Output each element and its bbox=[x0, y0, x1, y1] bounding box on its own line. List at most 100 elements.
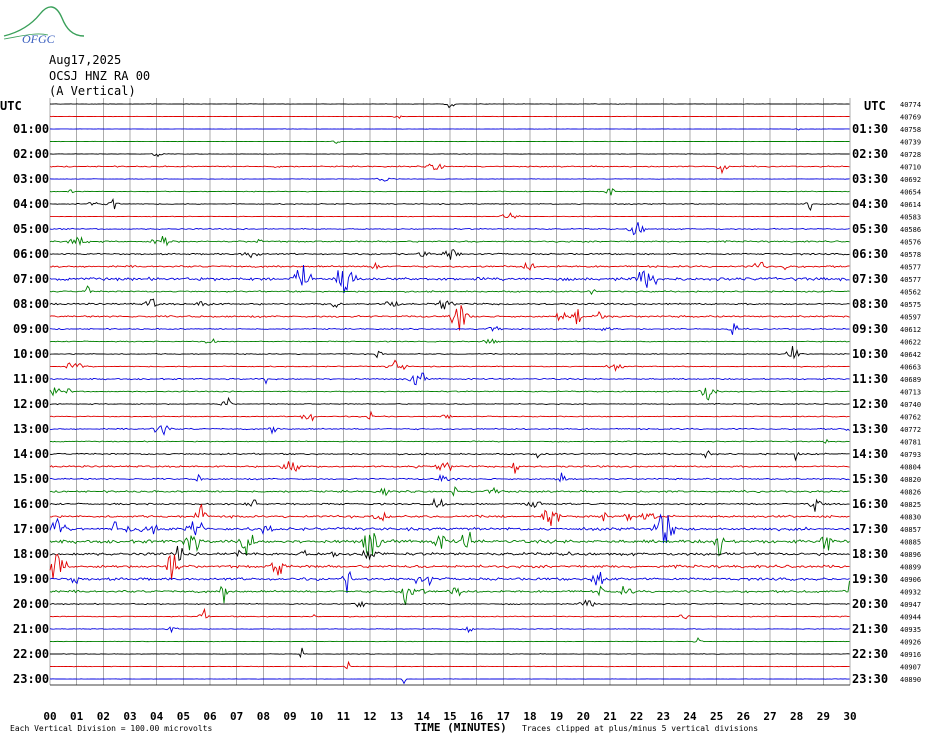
seismic-trace bbox=[49, 678, 850, 685]
seismic-trace bbox=[49, 570, 850, 594]
trace-group bbox=[49, 103, 850, 685]
x-tick-label: 22 bbox=[630, 710, 643, 723]
seismic-trace bbox=[49, 222, 850, 236]
hour-label-left: 07:00 bbox=[13, 272, 49, 286]
trace-offset-label: 40577 bbox=[900, 276, 921, 284]
seismic-trace bbox=[49, 461, 850, 474]
trace-offset-label: 40612 bbox=[900, 326, 921, 334]
trace-offset-label: 40577 bbox=[900, 264, 921, 272]
hour-label-right: 05:30 bbox=[852, 222, 888, 236]
x-tick-label: 09 bbox=[283, 710, 296, 723]
trace-offset-label: 40935 bbox=[900, 626, 921, 634]
hour-label-left: 14:00 bbox=[13, 447, 49, 461]
seismic-trace bbox=[49, 103, 850, 109]
plot-grid bbox=[49, 98, 851, 686]
trace-offset-label: 40769 bbox=[900, 114, 921, 122]
hour-label-right: 03:30 bbox=[852, 172, 888, 186]
seismic-trace bbox=[49, 128, 850, 131]
x-tick-label: 30 bbox=[843, 710, 856, 723]
trace-offset-label: 40885 bbox=[900, 539, 921, 547]
x-tick-label: 16 bbox=[470, 710, 484, 723]
trace-offset-label: 40774 bbox=[900, 101, 921, 109]
hour-label-right: 17:30 bbox=[852, 522, 888, 536]
x-tick-label: 19 bbox=[550, 710, 563, 723]
logo-swoosh-2 bbox=[3, 33, 49, 40]
hour-label-right: 19:30 bbox=[852, 572, 888, 586]
hour-label-left: 15:00 bbox=[13, 472, 49, 486]
seismic-trace bbox=[50, 438, 850, 444]
hour-label-right: 22:30 bbox=[852, 647, 888, 661]
hour-label-left: 04:00 bbox=[13, 197, 49, 211]
seismic-trace bbox=[49, 177, 850, 182]
seismic-trace bbox=[49, 153, 850, 158]
ofgc-logo: OFGC bbox=[3, 6, 85, 44]
trace-offset-label: 40804 bbox=[900, 464, 921, 472]
seismic-trace bbox=[49, 472, 850, 483]
hour-label-right: 14:30 bbox=[852, 447, 888, 461]
seismic-trace bbox=[49, 285, 850, 296]
x-tick-label: 14 bbox=[417, 710, 431, 723]
seismic-trace bbox=[49, 198, 850, 212]
header-date: Aug17,2025 bbox=[49, 53, 122, 67]
trace-offset-label: 40820 bbox=[900, 476, 921, 484]
seismic-trace bbox=[49, 450, 850, 462]
hour-label-left: 23:00 bbox=[13, 672, 49, 686]
x-tick-label: 03 bbox=[123, 710, 136, 723]
seismic-trace bbox=[49, 607, 850, 620]
hour-label-right: 16:30 bbox=[852, 497, 888, 511]
seismic-trace bbox=[50, 647, 850, 659]
trace-offset-label: 40575 bbox=[900, 301, 921, 309]
trace-offset-label: 40583 bbox=[900, 214, 921, 222]
trace-offset-label: 40597 bbox=[900, 314, 921, 322]
footer-xlabel: TIME (MINUTES) bbox=[414, 721, 507, 734]
utc-right-label: UTC bbox=[864, 99, 886, 113]
trace-offset-label: 40899 bbox=[900, 564, 921, 572]
seismic-trace bbox=[49, 359, 850, 373]
x-tick-label: 11 bbox=[337, 710, 351, 723]
x-tick-label: 21 bbox=[603, 710, 617, 723]
seismic-trace bbox=[49, 513, 850, 544]
x-tick-label: 13 bbox=[390, 710, 403, 723]
hour-label-right: 15:30 bbox=[852, 472, 888, 486]
x-tick-label: 28 bbox=[790, 710, 803, 723]
trace-offset-label: 40793 bbox=[900, 451, 921, 459]
trace-offset-label: 40932 bbox=[900, 589, 921, 597]
header-component: (A Vertical) bbox=[49, 84, 136, 98]
hour-label-left: 02:00 bbox=[13, 147, 49, 161]
seismic-trace bbox=[49, 305, 850, 331]
trace-offset-label: 40762 bbox=[900, 414, 921, 422]
x-tick-label: 01 bbox=[70, 710, 84, 723]
seismic-trace bbox=[49, 504, 850, 526]
x-tick-label: 12 bbox=[363, 710, 376, 723]
seismic-trace bbox=[49, 599, 850, 608]
hour-label-right: 04:30 bbox=[852, 197, 888, 211]
seismic-trace bbox=[49, 626, 850, 634]
hour-label-left: 13:00 bbox=[13, 422, 49, 436]
seismic-trace bbox=[49, 264, 850, 294]
x-tick-label: 17 bbox=[497, 710, 510, 723]
trace-offset-label: 40576 bbox=[900, 239, 921, 247]
seismic-trace bbox=[49, 425, 850, 436]
trace-offset-label: 40692 bbox=[900, 176, 921, 184]
x-tick-label: 00 bbox=[43, 710, 56, 723]
trace-offset-label: 40916 bbox=[900, 651, 921, 659]
x-tick-label: 26 bbox=[737, 710, 751, 723]
trace-offset-label: 40728 bbox=[900, 151, 921, 159]
hour-label-left: 17:00 bbox=[13, 522, 49, 536]
label-group: 00 01 02 03 04 05 06 07 08 09 10 11 12 13 14 15 16 17 18 19… bbox=[13, 101, 921, 723]
hour-label-left: 09:00 bbox=[13, 322, 49, 336]
x-tick-label: 15 bbox=[443, 710, 456, 723]
hour-label-right: 02:30 bbox=[852, 147, 888, 161]
hour-label-right: 08:30 bbox=[852, 297, 888, 311]
hour-label-right: 23:30 bbox=[852, 672, 888, 686]
seismic-trace bbox=[49, 261, 850, 271]
x-tick-label: 23 bbox=[657, 710, 670, 723]
hour-label-right: 10:30 bbox=[852, 347, 888, 361]
seismic-trace bbox=[49, 115, 850, 120]
hour-label-left: 18:00 bbox=[13, 547, 49, 561]
trace-offset-label: 40826 bbox=[900, 489, 921, 497]
trace-offset-label: 40614 bbox=[900, 201, 921, 209]
seismic-trace bbox=[49, 346, 850, 360]
trace-offset-label: 40622 bbox=[900, 339, 921, 347]
seismic-trace bbox=[49, 163, 850, 175]
